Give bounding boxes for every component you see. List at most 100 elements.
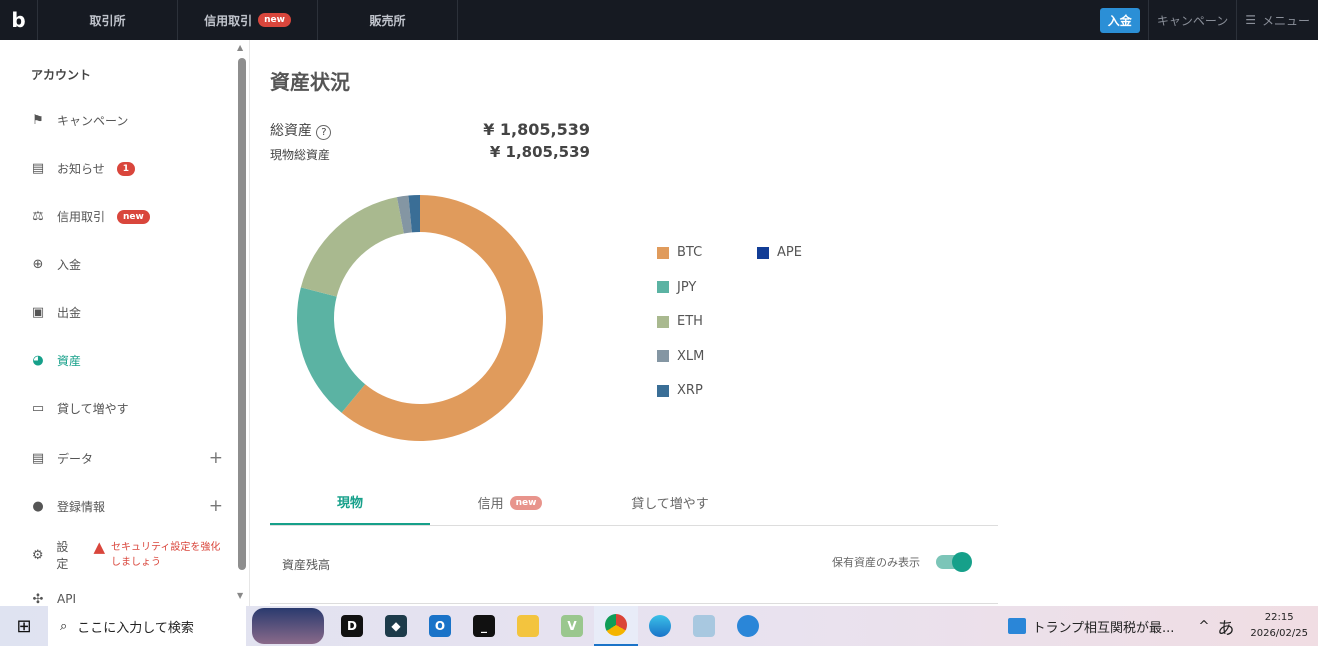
spot-assets-label: 現物総資産 — [270, 148, 331, 162]
hamburger-icon: ☰ — [1245, 13, 1256, 27]
date: 2026/02/25 — [1250, 628, 1308, 639]
help-icon[interactable]: ? — [316, 125, 332, 140]
legend-swatch — [657, 315, 669, 328]
start-button[interactable]: ⊞ — [16, 615, 32, 637]
message-icon: ▤ — [31, 161, 45, 176]
sidebar-item-profile[interactable]: ● 登録情報 + — [31, 496, 223, 516]
plus-circle-icon: ⊕ — [32, 257, 44, 272]
nav-store[interactable]: 販売所 — [318, 0, 458, 40]
label: キャンペーン — [57, 114, 129, 128]
legend-label: JPY — [677, 279, 697, 295]
clock[interactable]: 22:15 2026/02/25 — [1250, 610, 1308, 642]
sidebar-item-news[interactable]: ▤ お知らせ 1 — [31, 160, 223, 177]
sidebar: アカウント ⚑ キャンペーン ▤ お知らせ 1 ⚖ 信用取引 new ⊕ 入金 ▣ 出金 ◕ 資… — [0, 40, 250, 606]
pie-icon: ◕ — [32, 353, 44, 368]
sidebar-item-data[interactable]: ▤ データ + — [31, 448, 223, 468]
legend-swatch — [657, 281, 669, 293]
api-icon: ✣ — [32, 591, 44, 607]
donut-slice-btc[interactable] — [341, 195, 543, 441]
logo[interactable]: b — [0, 0, 38, 40]
expand-icon[interactable]: + — [208, 448, 223, 468]
spot-assets-value: ¥ 1,805,539 — [489, 143, 590, 161]
new-badge: new — [117, 209, 150, 224]
taskbar-search[interactable]: ⌕ ここに入力して検索 — [48, 606, 246, 646]
holdings-only-toggle[interactable] — [936, 552, 972, 572]
label: 貸して増やす — [57, 402, 129, 416]
sidebar-item-margin[interactable]: ⚖ 信用取引 new — [31, 208, 223, 225]
legend-label: APE — [777, 245, 802, 260]
nav-exchange[interactable]: 取引所 — [38, 0, 178, 40]
label: データ — [57, 451, 94, 466]
legend-label: XRP — [677, 383, 703, 398]
nav-label: 取引所 — [89, 13, 126, 28]
legend-swatch — [757, 246, 769, 259]
wallet-icon: ▣ — [31, 305, 45, 320]
news-widget[interactable]: トランプ相互関税が最... — [1008, 617, 1174, 636]
legend-item-xlm[interactable]: XLM — [657, 349, 704, 364]
balance-label: 資産残高 — [282, 558, 331, 572]
sidebar-item-campaign[interactable]: ⚑ キャンペーン — [31, 112, 223, 129]
sidebar-heading: アカウント — [31, 68, 92, 82]
scrollbar-thumb[interactable] — [238, 58, 246, 570]
security-warning[interactable]: セキュリティ設定を強化しましょう — [111, 542, 221, 568]
legend-swatch — [657, 384, 669, 397]
time: 22:15 — [1264, 612, 1294, 623]
app-d-icon[interactable]: D — [330, 606, 374, 646]
sidebar-item-withdraw[interactable]: ▣ 出金 — [31, 304, 223, 321]
tab-spot[interactable]: 現物 — [270, 480, 430, 525]
legend-swatch — [657, 350, 669, 362]
edge-icon[interactable] — [638, 606, 682, 646]
legend-label: BTC — [677, 245, 703, 260]
new-badge: new — [509, 495, 543, 510]
clipboard-icon: ▤ — [31, 450, 45, 466]
app-filmora-icon[interactable]: ◆ — [374, 606, 418, 646]
deposit-button[interactable]: 入金 — [1099, 7, 1140, 33]
menu-button[interactable]: ☰ メニュー — [1236, 0, 1318, 40]
ime-indicator[interactable]: あ — [1217, 618, 1235, 639]
legend-item-xrp[interactable]: XRP — [657, 383, 703, 398]
nav-label: 信用取引 — [204, 13, 253, 28]
label: お知らせ — [57, 162, 105, 176]
widget-image[interactable] — [246, 606, 330, 646]
chrome-icon[interactable] — [594, 606, 638, 646]
donut-slice-eth[interactable] — [300, 197, 404, 297]
scroll-down-arrow[interactable]: ▼ — [237, 591, 244, 600]
page-title: 資産状況 — [270, 70, 350, 94]
outlook-icon[interactable]: O — [418, 606, 462, 646]
legend-item-btc[interactable]: BTC — [657, 245, 702, 260]
tab-label: 現物 — [336, 496, 363, 511]
legend-item-jpy[interactable]: JPY — [657, 280, 696, 295]
campaign-link[interactable]: キャンペーン — [1147, 0, 1236, 40]
donut-slice-xlm[interactable] — [396, 195, 412, 234]
label: 入金 — [57, 258, 82, 272]
label: 資産 — [57, 354, 82, 368]
app-swirl-icon[interactable] — [726, 606, 770, 646]
tab-label: 信用 — [477, 497, 504, 512]
sidebar-item-settings[interactable]: ⚙ 設定 ▲ セキュリティ設定を強化しましょう — [31, 538, 223, 572]
donut-slice-jpy[interactable] — [297, 287, 366, 413]
sidebar-item-api[interactable]: ✣ API — [31, 591, 223, 607]
gear-icon: ⚙ — [31, 547, 44, 563]
explorer-icon[interactable] — [506, 606, 550, 646]
legend-item-eth[interactable]: ETH — [657, 314, 703, 329]
count-badge: 1 — [116, 161, 136, 176]
tab-margin[interactable]: 信用 new — [430, 480, 590, 525]
news-icon — [1008, 618, 1027, 634]
toggle-label: 保有資産のみ表示 — [832, 556, 920, 569]
sidebar-item-assets[interactable]: ◕ 資産 — [31, 352, 223, 369]
menu-label: メニュー — [1261, 13, 1310, 28]
tray-chevron-icon[interactable]: ^ — [1198, 618, 1210, 634]
expand-icon[interactable]: + — [208, 496, 223, 516]
donut-slice-xrp[interactable] — [408, 195, 420, 233]
legend-item-ape[interactable]: APE — [757, 245, 802, 260]
asset-donut-chart — [297, 195, 543, 441]
asset-tabs: 現物 信用 new 貸して増やす — [270, 480, 998, 526]
nav-margin[interactable]: 信用取引 new — [178, 0, 318, 40]
sidebar-item-lending[interactable]: ▭ 貸して増やす — [31, 400, 223, 417]
terminal-icon[interactable]: _ — [462, 606, 506, 646]
notepad-icon[interactable] — [682, 606, 726, 646]
tab-lending[interactable]: 貸して増やす — [590, 480, 750, 525]
scroll-up-arrow[interactable]: ▲ — [237, 43, 244, 52]
app-v-icon[interactable]: V — [550, 606, 594, 646]
sidebar-item-deposit[interactable]: ⊕ 入金 — [31, 256, 223, 273]
